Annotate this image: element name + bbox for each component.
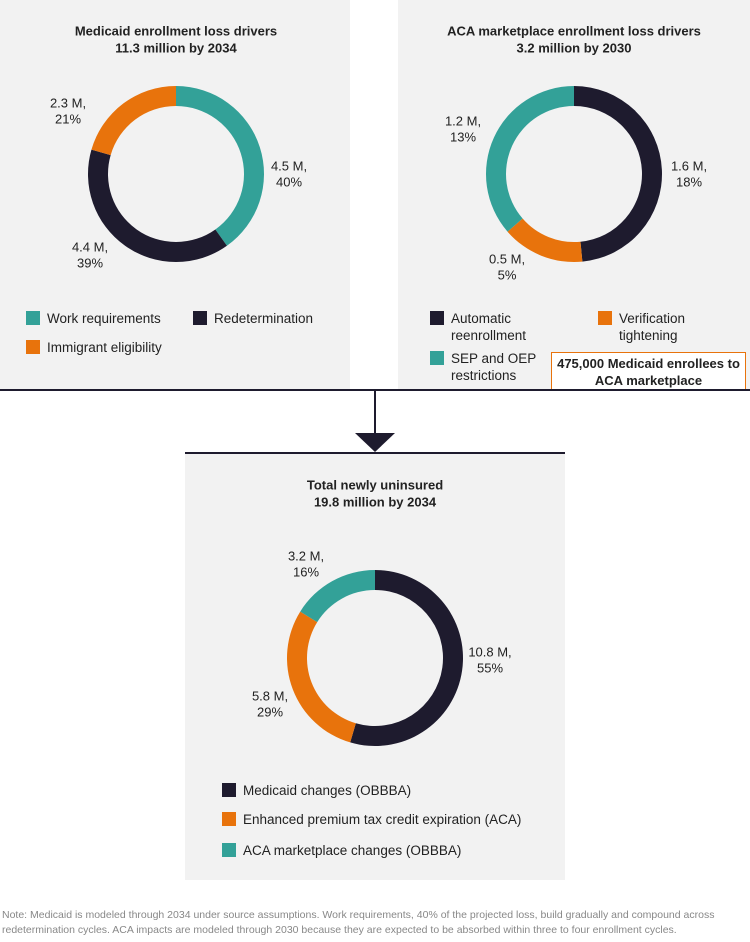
data-label: 10.8 M, bbox=[468, 644, 511, 659]
legend-item: Immigrant eligibility bbox=[26, 339, 226, 356]
legend-swatch bbox=[430, 351, 444, 365]
data-label: 29% bbox=[257, 704, 283, 719]
legend-item: Work requirements bbox=[26, 310, 186, 327]
legend-label: SEP and OEP restrictions bbox=[451, 351, 537, 383]
data-label: 13% bbox=[450, 129, 476, 144]
legend-swatch bbox=[222, 783, 236, 797]
data-label: 2.3 M, bbox=[50, 95, 86, 110]
data-label: 0.5 M, bbox=[489, 251, 525, 266]
chart-subtitle: 11.3 million by 2034 bbox=[115, 40, 237, 55]
data-label: 5.8 M, bbox=[252, 688, 288, 703]
legend-item: Automatic reenrollment bbox=[430, 310, 550, 344]
legend-label: ACA marketplace changes (OBBBA) bbox=[243, 843, 462, 858]
chart-title: ACA marketplace enrollment loss drivers bbox=[447, 23, 701, 38]
donut-segment bbox=[300, 570, 375, 623]
legend-item: ACA marketplace changes (OBBBA) bbox=[222, 842, 552, 859]
data-label: 1.6 M, bbox=[671, 158, 707, 173]
data-label: 3.2 M, bbox=[288, 548, 324, 563]
legend-swatch bbox=[193, 311, 207, 325]
legend-item: SEP and OEP restrictions bbox=[430, 350, 540, 384]
donut-segment bbox=[176, 86, 265, 246]
legend-swatch bbox=[598, 311, 612, 325]
donut-segment bbox=[350, 570, 464, 746]
donut-segment bbox=[287, 611, 356, 743]
donut-segment bbox=[574, 86, 663, 262]
legend-label: Medicaid changes (OBBBA) bbox=[243, 783, 412, 798]
legend-label: Enhanced premium tax credit expiration (… bbox=[243, 812, 522, 827]
legend-item: Enhanced premium tax credit expiration (… bbox=[222, 811, 552, 828]
data-label: 4.5 M, bbox=[271, 158, 307, 173]
donut-segment bbox=[88, 149, 227, 262]
legend-label: Verification tightening bbox=[619, 311, 686, 343]
donut-segment bbox=[486, 86, 574, 232]
donut-segment bbox=[507, 218, 583, 262]
legend-swatch bbox=[26, 311, 40, 325]
chart-subtitle: 3.2 million by 2030 bbox=[517, 40, 632, 55]
chart-title: Medicaid enrollment loss drivers bbox=[75, 23, 277, 38]
legend-item: Medicaid changes (OBBBA) bbox=[222, 782, 552, 799]
panel-background bbox=[0, 0, 350, 389]
data-label: 16% bbox=[293, 564, 319, 579]
note: Note: Medicaid is modeled through 2034 u… bbox=[2, 909, 715, 936]
panel-background bbox=[398, 0, 750, 389]
legend-item: Redetermination bbox=[193, 310, 343, 327]
legend-label: Redetermination bbox=[214, 311, 314, 326]
legend-swatch bbox=[430, 311, 444, 325]
legend-swatch bbox=[222, 843, 236, 857]
data-label: 21% bbox=[55, 111, 81, 126]
annotation: 475,000 Medicaid enrollees to ACA market… bbox=[551, 352, 746, 389]
legend-label: Automatic reenrollment bbox=[451, 311, 527, 343]
panel-background bbox=[185, 453, 565, 880]
data-label: 18% bbox=[676, 174, 702, 189]
data-label: 39% bbox=[77, 255, 103, 270]
chart-subtitle: 19.8 million by 2034 bbox=[314, 494, 437, 509]
legend-item: Verification tightening bbox=[598, 310, 708, 344]
legend-label: Work requirements bbox=[47, 311, 161, 326]
legend-swatch bbox=[222, 812, 236, 826]
data-label: 55% bbox=[477, 660, 503, 675]
chart-title: Total newly uninsured bbox=[307, 477, 443, 492]
data-label: 1.2 M, bbox=[445, 113, 481, 128]
data-label: 5% bbox=[498, 267, 517, 282]
data-label: 40% bbox=[276, 174, 302, 189]
data-label: 4.4 M, bbox=[72, 239, 108, 254]
legend-swatch bbox=[26, 340, 40, 354]
connector-arrow bbox=[355, 433, 395, 452]
donut-segment bbox=[91, 86, 176, 156]
legend-label: Immigrant eligibility bbox=[47, 340, 162, 355]
